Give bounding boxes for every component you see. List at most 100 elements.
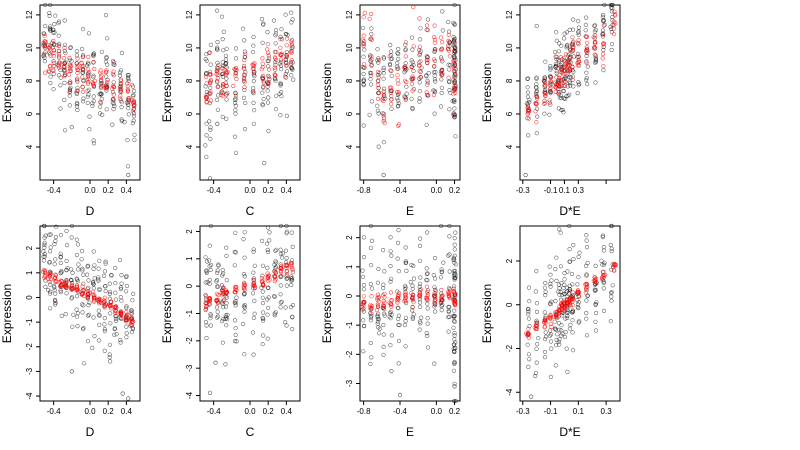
fitted-point: [208, 78, 213, 83]
observed-point: [395, 60, 400, 66]
observed-point: [260, 103, 266, 108]
y-tick-label: 4: [345, 144, 354, 149]
fitted-point: [85, 80, 90, 85]
observed-point: [91, 282, 96, 287]
observed-point: [278, 223, 284, 229]
fitted-point: [542, 100, 548, 105]
fitted-point: [447, 67, 452, 72]
fitted-point: [583, 282, 588, 287]
fitted-point: [51, 38, 56, 44]
fitted-point: [368, 305, 373, 310]
observed-point: [609, 294, 614, 299]
observed-point: [548, 102, 553, 107]
observed-point: [381, 286, 386, 291]
observed-point: [221, 305, 226, 310]
observed-point: [232, 134, 238, 139]
observed-point: [261, 310, 266, 315]
fitted-point: [124, 313, 130, 318]
fitted-point: [447, 54, 453, 59]
fitted-point: [242, 85, 247, 90]
observed-point: [431, 273, 436, 278]
observed-point: [568, 322, 573, 328]
observed-point: [593, 310, 599, 316]
fitted-point: [279, 265, 284, 271]
observed-point: [84, 63, 90, 68]
fitted-point: [601, 64, 606, 69]
observed-point: [204, 335, 209, 341]
observed-point: [425, 321, 430, 326]
observed-point: [97, 313, 102, 318]
fitted-point: [87, 70, 92, 75]
fitted-point: [220, 66, 225, 71]
observed-point: [558, 264, 564, 269]
x-tick-label: 0.0: [431, 407, 443, 416]
observed-point: [215, 8, 220, 13]
observed-point: [214, 284, 220, 289]
fitted-point: [80, 66, 85, 71]
observed-point: [388, 49, 394, 54]
fitted-point: [86, 289, 91, 294]
observed-point: [609, 9, 615, 14]
fitted-point: [259, 67, 264, 72]
fitted-point: [542, 93, 548, 99]
fitted-point: [251, 63, 256, 69]
fitted-point: [242, 77, 247, 82]
fitted-point: [534, 120, 539, 125]
fitted-point: [42, 274, 47, 279]
observed-point: [290, 67, 295, 72]
fitted-point: [403, 292, 408, 297]
fitted-point: [612, 19, 617, 24]
fitted-point: [567, 67, 572, 72]
fitted-point: [234, 285, 239, 290]
fitted-point: [273, 269, 278, 274]
observed-point: [396, 98, 401, 103]
fitted-point: [112, 85, 117, 90]
observed-point: [559, 292, 565, 298]
observed-point: [526, 364, 531, 370]
observed-point: [216, 263, 221, 268]
fitted-point: [360, 307, 365, 312]
observed-point: [233, 90, 238, 95]
observed-point: [267, 238, 272, 243]
fitted-point: [64, 278, 69, 283]
observed-point: [68, 45, 73, 51]
observed-point: [452, 348, 457, 354]
observed-point: [48, 28, 53, 33]
fitted-point: [548, 321, 553, 327]
observed-point: [283, 74, 288, 79]
observed-point: [425, 333, 430, 339]
observed-point: [81, 53, 86, 58]
observed-point: [126, 112, 131, 117]
observed-point: [87, 300, 92, 305]
y-tick-label: 6: [345, 111, 354, 116]
observed-point: [447, 234, 452, 239]
observed-point: [432, 73, 437, 78]
observed-point: [452, 79, 457, 84]
observed-point: [289, 46, 294, 51]
observed-point: [86, 31, 91, 36]
observed-point: [80, 27, 86, 32]
observed-point: [241, 95, 247, 100]
observed-point: [409, 35, 415, 40]
y-tick-label: 6: [505, 111, 514, 116]
observed-point: [381, 282, 386, 287]
observed-point: [85, 60, 91, 65]
observed-point: [564, 45, 569, 50]
observed-point: [56, 19, 62, 24]
observed-point: [97, 104, 103, 109]
observed-point: [547, 328, 553, 333]
observed-point: [70, 324, 75, 329]
observed-point: [289, 73, 294, 78]
observed-point: [388, 316, 393, 321]
fitted-point: [600, 56, 605, 61]
observed-point: [380, 111, 385, 116]
observed-point: [232, 338, 238, 344]
observed-point: [368, 318, 374, 323]
fitted-point: [387, 300, 392, 305]
outlier-point: [126, 396, 131, 401]
observed-point: [576, 25, 582, 30]
fitted-point: [215, 301, 220, 306]
observed-point: [273, 41, 278, 46]
observed-point: [204, 270, 209, 276]
